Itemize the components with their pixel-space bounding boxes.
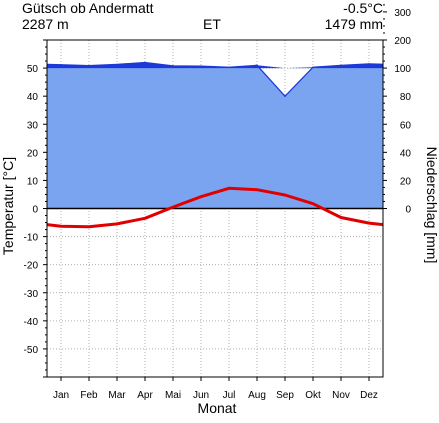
station-elevation: 2287 m — [22, 16, 69, 32]
month-label-jun: Jun — [193, 390, 209, 401]
precipitation-point-mai — [172, 65, 174, 67]
precipitation-line — [46, 61, 384, 98]
temperature-point-feb — [87, 225, 91, 228]
temperature-tick-label: 20 — [27, 148, 39, 159]
precipitation-point-feb — [88, 64, 90, 67]
temperature-point-sep — [283, 193, 287, 197]
precipitation-tick-label: 0 — [405, 205, 411, 216]
climate-class: ET — [203, 16, 221, 32]
month-label-jan: Jan — [53, 390, 69, 401]
precipitation-tick-label: 300 — [394, 8, 411, 19]
temperature-point-jan — [59, 224, 63, 228]
temperature-tick-label: 30 — [27, 120, 39, 131]
y-axis-title-left: Temperatur [°C] — [0, 157, 16, 255]
annual-temperature: -0.5°C — [343, 0, 383, 16]
temperature-point-dez — [367, 221, 371, 225]
temperature-tick-label: -10 — [24, 233, 39, 244]
month-label-nov: Nov — [332, 390, 350, 401]
temperature-tick-label: 50 — [27, 64, 39, 75]
month-label-feb: Feb — [80, 390, 98, 401]
temperature-tick-label: -50 — [24, 345, 39, 356]
temperature-point-apr — [143, 217, 147, 220]
precipitation-point-apr — [144, 61, 146, 64]
precipitation-point-dez — [368, 63, 370, 65]
temperature-tick-label: -30 — [24, 289, 39, 300]
temperature-point-mai — [171, 205, 175, 209]
month-label-sep: Sep — [276, 390, 294, 401]
month-label-apr: Apr — [137, 390, 153, 401]
temperature-point-jun — [199, 195, 203, 198]
temperature-point-aug — [255, 188, 259, 191]
precipitation-tick-label: 60 — [400, 120, 412, 131]
precipitation-point-aug — [256, 64, 258, 67]
humid-fill — [47, 62, 383, 209]
precipitation-tick-label: 40 — [400, 148, 412, 159]
month-axis-ticks: Jan Feb Mar Apr Mai Jun Jul Aug Sep Okt Nov Dez — [53, 377, 378, 401]
temperature-tick-label: 40 — [27, 92, 39, 103]
precipitation-point-jul — [228, 66, 230, 69]
precipitation-area — [46, 61, 384, 209]
precipitation-tick-label: 80 — [400, 92, 412, 103]
temperature-tick-label: 10 — [27, 176, 39, 187]
temperature-point-mar — [115, 222, 119, 226]
month-label-mar: Mar — [108, 390, 126, 401]
temperature-point-nov — [339, 216, 343, 219]
month-label-dez: Dez — [360, 390, 378, 401]
precipitation-point-nov — [340, 64, 342, 67]
month-label-mai: Mai — [165, 390, 181, 401]
annual-precipitation: 1479 mm — [325, 16, 383, 32]
precipitation-point-okt — [312, 66, 314, 69]
precipitation-point-sep — [284, 95, 286, 97]
month-label-aug: Aug — [248, 390, 266, 401]
y-axis-title-right: Niederschlag [mm] — [424, 147, 439, 264]
temperature-tick-label: 0 — [32, 205, 38, 216]
x-axis-title: Monat — [198, 400, 237, 416]
temperature-tick-label: -20 — [24, 261, 39, 272]
temperature-path — [46, 186, 384, 229]
temperature-point-okt — [311, 202, 315, 205]
station-name: Gütsch ob Andermatt — [22, 0, 154, 16]
precipitation-axis-ticks: 900800700600500400300200100806040200 — [383, 4, 412, 216]
temperature-point-jul — [227, 187, 231, 190]
precipitation-point-jun — [200, 65, 202, 67]
temperature-tick-label: -40 — [24, 317, 39, 328]
precipitation-tick-label: 100 — [394, 64, 411, 75]
temperature-axis-ticks: 50 40 30 20 10 0 -10 -20 -30 -40 -50 — [24, 39, 47, 378]
precipitation-tick-label: 200 — [394, 36, 411, 47]
month-label-okt: Okt — [305, 390, 321, 401]
month-label-jul: Jul — [223, 390, 236, 401]
temperature-line — [46, 186, 384, 229]
precipitation-tick-label: 20 — [400, 176, 412, 187]
precipitation-point-jan — [60, 63, 62, 66]
precipitation-point-mar — [116, 63, 118, 66]
